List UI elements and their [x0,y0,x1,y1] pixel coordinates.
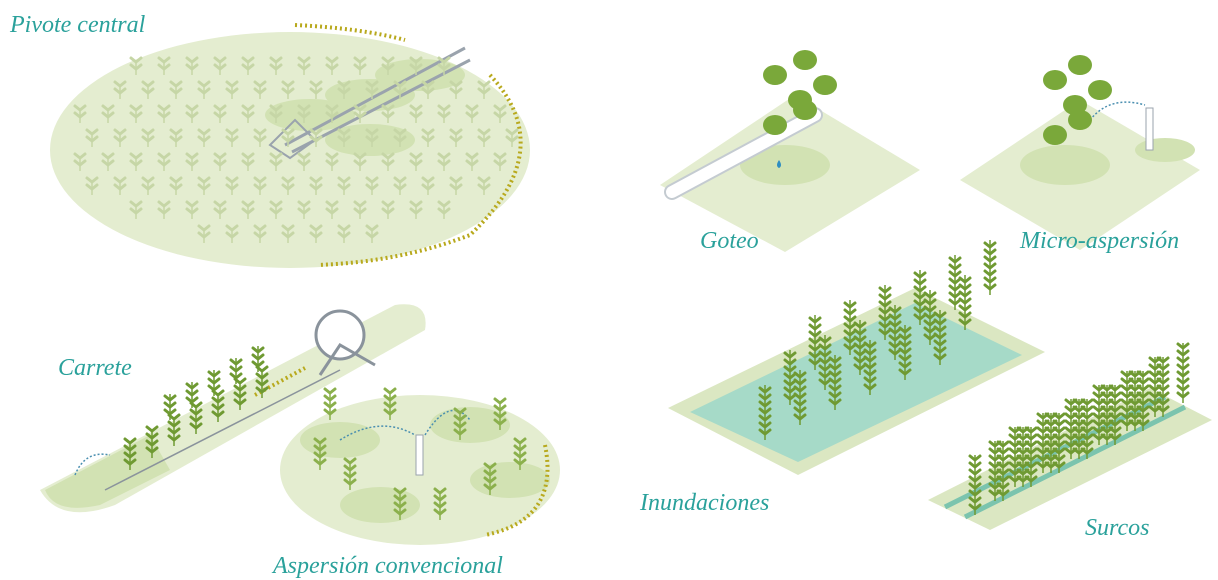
leaf [813,75,837,95]
sprinkler [416,435,423,475]
plant-leaf [325,389,335,393]
leaf [1068,55,1092,75]
leaf [1088,80,1112,100]
leaf [793,50,817,70]
panel-label: Micro-aspersión [1019,228,1179,254]
wet-zone [340,487,420,523]
drip-scene: Goteo [660,95,920,254]
panel-label: Inundaciones [639,490,769,516]
panel-label: Surcos [1085,515,1149,541]
wet-zone [1135,138,1195,162]
leaf [1068,110,1092,130]
leaf [763,65,787,85]
wet-zone [430,407,510,443]
wet-zone [1020,145,1110,185]
wet-zone [470,462,550,498]
sprinkler [1146,108,1153,150]
pivot-scene: Pivote central [9,12,530,268]
conventional-scene: Aspersión convencional [271,395,560,579]
leaf [1043,125,1067,145]
panel-label: Pivote central [9,12,146,38]
panel-label: Aspersión convencional [271,553,503,579]
plant-leaf [495,399,505,403]
leaf [793,100,817,120]
panel-label: Goteo [700,228,759,254]
leaf [763,115,787,135]
leaf [1043,70,1067,90]
reel [316,311,364,359]
plant-leaf [385,389,395,393]
irrigation-illustration: Pivote central Goteo Micro-aspersión Car… [0,0,1218,580]
panel-label: Carrete [58,355,132,381]
